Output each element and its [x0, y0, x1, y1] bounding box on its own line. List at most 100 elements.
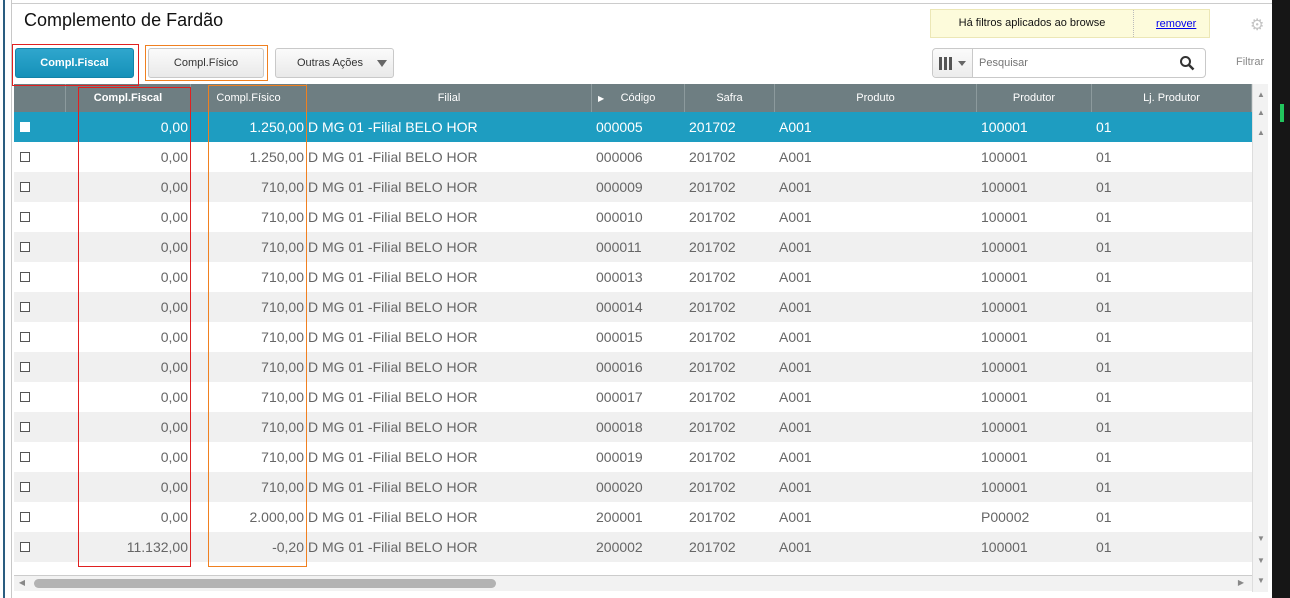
cell-compl-fisico: 710,00 [261, 329, 304, 345]
table-row[interactable]: 0,00 710,00 D MG 01 -Filial BELO HOR 000015… [14, 322, 1252, 352]
column-header-produto[interactable]: Produto [775, 84, 977, 112]
cell-produto: A001 [779, 239, 812, 255]
table-row[interactable]: 0,00 710,00 D MG 01 -Filial BELO HOR 000009… [14, 172, 1252, 202]
column-header-safra[interactable]: Safra [685, 84, 775, 112]
column-header-compl-fisico[interactable]: Compl.Físico [191, 84, 307, 112]
cell-compl-fisico: 1.250,00 [249, 149, 305, 165]
scroll-down-icon[interactable]: ▼ [1257, 534, 1265, 543]
cell-produtor: 100001 [981, 449, 1028, 465]
table-row[interactable]: 0,00 1.250,00 D MG 01 -Filial BELO HOR 0000… [14, 112, 1252, 142]
column-header-select[interactable] [14, 84, 66, 112]
cell-filial: D MG 01 -Filial BELO HOR [308, 329, 478, 345]
search-icon[interactable] [1179, 55, 1195, 71]
row-checkbox[interactable] [20, 152, 30, 162]
row-checkbox[interactable] [20, 182, 30, 192]
scroll-up-icon[interactable]: ▲ [1257, 128, 1265, 137]
filter-button[interactable]: Filtrar [1236, 56, 1265, 68]
cell-compl-fiscal: 11.132,00 [126, 539, 188, 555]
cell-safra: 201702 [689, 119, 736, 135]
column-header-produtor[interactable]: Produtor [977, 84, 1092, 112]
scroll-bottom-icon[interactable]: ▼ [1257, 576, 1265, 585]
table-row[interactable]: 0,00 710,00 D MG 01 -Filial BELO HOR 000014… [14, 292, 1252, 322]
vertical-scrollbar[interactable]: ▲ ▲ ▲ ▼ ▼ ▼ [1252, 84, 1268, 592]
cell-safra: 201702 [689, 479, 736, 495]
cell-compl-fisico: 710,00 [261, 389, 304, 405]
data-grid: Compl.Fiscal Compl.Físico Filial ▶ Código Saf… [14, 84, 1252, 562]
row-checkbox[interactable] [20, 242, 30, 252]
table-row[interactable]: 0,00 710,00 D MG 01 -Filial BELO HOR 000017… [14, 382, 1252, 412]
table-row[interactable]: 0,00 2.000,00 D MG 01 -Filial BELO HOR 2000… [14, 502, 1252, 532]
outras-acoes-button[interactable]: Outras Ações [275, 48, 394, 78]
column-selector-button[interactable] [933, 49, 973, 77]
cell-lj-produtor: 01 [1096, 449, 1112, 465]
row-checkbox[interactable] [20, 212, 30, 222]
row-checkbox[interactable] [20, 272, 30, 282]
table-row[interactable]: 0,00 710,00 D MG 01 -Filial BELO HOR 000020… [14, 472, 1252, 502]
gear-icon[interactable]: ⚙ [1250, 17, 1265, 34]
row-checkbox[interactable] [20, 392, 30, 402]
cell-compl-fiscal: 0,00 [160, 299, 188, 315]
search-input[interactable] [973, 49, 1173, 77]
scroll-right-icon[interactable]: ▶ [1237, 578, 1245, 587]
scroll-page-down-icon[interactable]: ▼ [1257, 556, 1265, 565]
column-header-lj-produtor[interactable]: Lj. Produtor [1092, 84, 1252, 112]
column-header-compl-fiscal[interactable]: Compl.Fiscal [66, 84, 191, 112]
row-checkbox[interactable] [20, 512, 30, 522]
cell-produtor: 100001 [981, 209, 1028, 225]
cell-compl-fisico: 710,00 [261, 269, 304, 285]
cell-safra: 201702 [689, 299, 736, 315]
cell-codigo: 000010 [596, 209, 643, 225]
remove-filter-link[interactable]: remover [1156, 17, 1197, 30]
row-checkbox[interactable] [20, 542, 30, 552]
row-checkbox[interactable] [20, 362, 30, 372]
table-row[interactable]: 0,00 710,00 D MG 01 -Filial BELO HOR 000010… [14, 202, 1252, 232]
outras-acoes-label: Outras Ações [297, 57, 364, 69]
cell-produtor: 100001 [981, 419, 1028, 435]
table-row[interactable]: 0,00 710,00 D MG 01 -Filial BELO HOR 000016… [14, 352, 1252, 382]
table-row[interactable]: 0,00 710,00 D MG 01 -Filial BELO HOR 000018… [14, 412, 1252, 442]
cell-compl-fisico: 710,00 [261, 479, 304, 495]
table-row[interactable]: 0,00 710,00 D MG 01 -Filial BELO HOR 000011… [14, 232, 1252, 262]
cell-lj-produtor: 01 [1096, 539, 1112, 555]
table-row[interactable]: 11.132,00 -0,20 D MG 01 -Filial BELO HOR 20… [14, 532, 1252, 562]
column-header-filial[interactable]: Filial [307, 84, 592, 112]
cell-safra: 201702 [689, 359, 736, 375]
cell-codigo: 000011 [596, 239, 642, 255]
cell-codigo: 200002 [596, 539, 643, 555]
table-row[interactable]: 0,00 710,00 D MG 01 -Filial BELO HOR 000019… [14, 442, 1252, 472]
row-checkbox[interactable] [20, 122, 30, 132]
cell-filial: D MG 01 -Filial BELO HOR [308, 539, 478, 555]
row-select-cell [14, 512, 66, 522]
table-row[interactable]: 0,00 710,00 D MG 01 -Filial BELO HOR 000013… [14, 262, 1252, 292]
window-border [0, 0, 12, 598]
cell-compl-fiscal: 0,00 [160, 509, 188, 525]
chevron-down-icon [958, 60, 966, 66]
row-checkbox[interactable] [20, 482, 30, 492]
cell-produto: A001 [779, 389, 812, 405]
cell-produto: A001 [779, 329, 812, 345]
row-checkbox[interactable] [20, 332, 30, 342]
cell-produto: A001 [779, 209, 812, 225]
row-checkbox[interactable] [20, 422, 30, 432]
cell-produto: A001 [779, 269, 812, 285]
scrollbar-thumb[interactable] [34, 579, 496, 588]
cell-produto: A001 [779, 179, 812, 195]
horizontal-scrollbar[interactable]: ◀ ▶ [14, 575, 1252, 591]
row-checkbox[interactable] [20, 452, 30, 462]
cell-filial: D MG 01 -Filial BELO HOR [308, 389, 478, 405]
cell-compl-fiscal: 0,00 [160, 269, 188, 285]
row-select-cell [14, 242, 66, 252]
cell-produto: A001 [779, 539, 812, 555]
scroll-page-up-icon[interactable]: ▲ [1257, 108, 1265, 117]
scroll-left-icon[interactable]: ◀ [18, 578, 26, 587]
row-checkbox[interactable] [20, 302, 30, 312]
scroll-top-icon[interactable]: ▲ [1257, 90, 1265, 99]
cell-produto: A001 [779, 419, 812, 435]
compl-fiscal-button[interactable]: Compl.Fiscal [15, 48, 134, 78]
row-select-cell [14, 272, 66, 282]
table-row[interactable]: 0,00 1.250,00 D MG 01 -Filial BELO HOR 0000… [14, 142, 1252, 172]
column-header-codigo[interactable]: ▶ Código [592, 84, 685, 112]
compl-fisico-button[interactable]: Compl.Físico [148, 48, 264, 78]
cell-filial: D MG 01 -Filial BELO HOR [308, 209, 478, 225]
cell-filial: D MG 01 -Filial BELO HOR [308, 179, 478, 195]
